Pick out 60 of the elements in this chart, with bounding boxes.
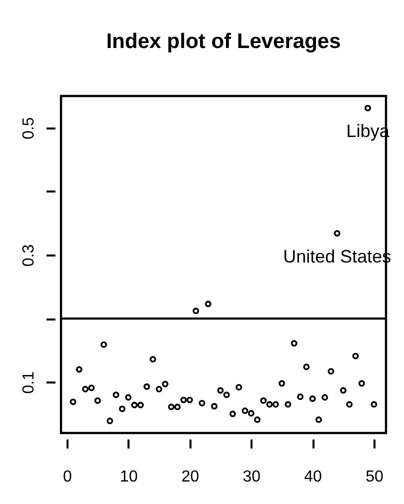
point	[309, 395, 316, 402]
point	[340, 387, 346, 394]
point	[112, 392, 120, 398]
point	[82, 386, 89, 392]
x-tick-label: 30	[242, 468, 261, 486]
point	[180, 396, 187, 404]
point	[100, 341, 107, 348]
point	[204, 300, 212, 308]
x-tick-label: 10	[120, 468, 138, 486]
point	[254, 416, 261, 423]
point	[334, 230, 340, 237]
point	[118, 406, 126, 412]
point	[272, 401, 279, 408]
x-tick-label: 40	[304, 468, 322, 486]
point	[352, 352, 359, 360]
point	[198, 400, 206, 406]
point	[217, 387, 224, 394]
point	[248, 410, 254, 417]
point	[168, 404, 175, 410]
point	[284, 401, 292, 408]
x-tick-label: 20	[181, 468, 200, 486]
y-tick-label: 0.3	[20, 244, 38, 267]
point	[278, 380, 286, 387]
point	[186, 396, 193, 404]
point	[242, 408, 248, 414]
point	[370, 401, 378, 408]
chart-title: Index plot of Leverages	[106, 30, 341, 53]
point	[125, 394, 132, 401]
point	[106, 418, 114, 424]
point	[364, 104, 372, 112]
point	[229, 410, 236, 418]
y-tick-label: 0.5	[20, 117, 38, 140]
point	[211, 403, 218, 410]
point	[297, 394, 304, 400]
point	[131, 402, 138, 408]
point	[156, 386, 162, 392]
point	[88, 384, 95, 392]
point	[346, 401, 353, 408]
point	[150, 356, 156, 362]
point	[328, 368, 334, 375]
point	[358, 380, 365, 387]
point	[322, 394, 328, 401]
point	[76, 366, 82, 373]
point	[137, 402, 144, 408]
point	[174, 404, 181, 410]
point	[303, 364, 310, 370]
point	[236, 384, 242, 390]
point	[266, 401, 273, 408]
point	[192, 308, 200, 314]
point	[143, 383, 150, 390]
y-tick-label: 0.1	[20, 371, 38, 394]
point	[223, 392, 230, 398]
point	[70, 398, 76, 406]
point	[260, 397, 267, 404]
x-tick-label: 50	[366, 468, 384, 486]
point	[315, 416, 322, 423]
point	[162, 380, 168, 388]
point	[290, 340, 298, 347]
point	[94, 397, 101, 404]
x-tick-label: 0	[62, 468, 72, 486]
